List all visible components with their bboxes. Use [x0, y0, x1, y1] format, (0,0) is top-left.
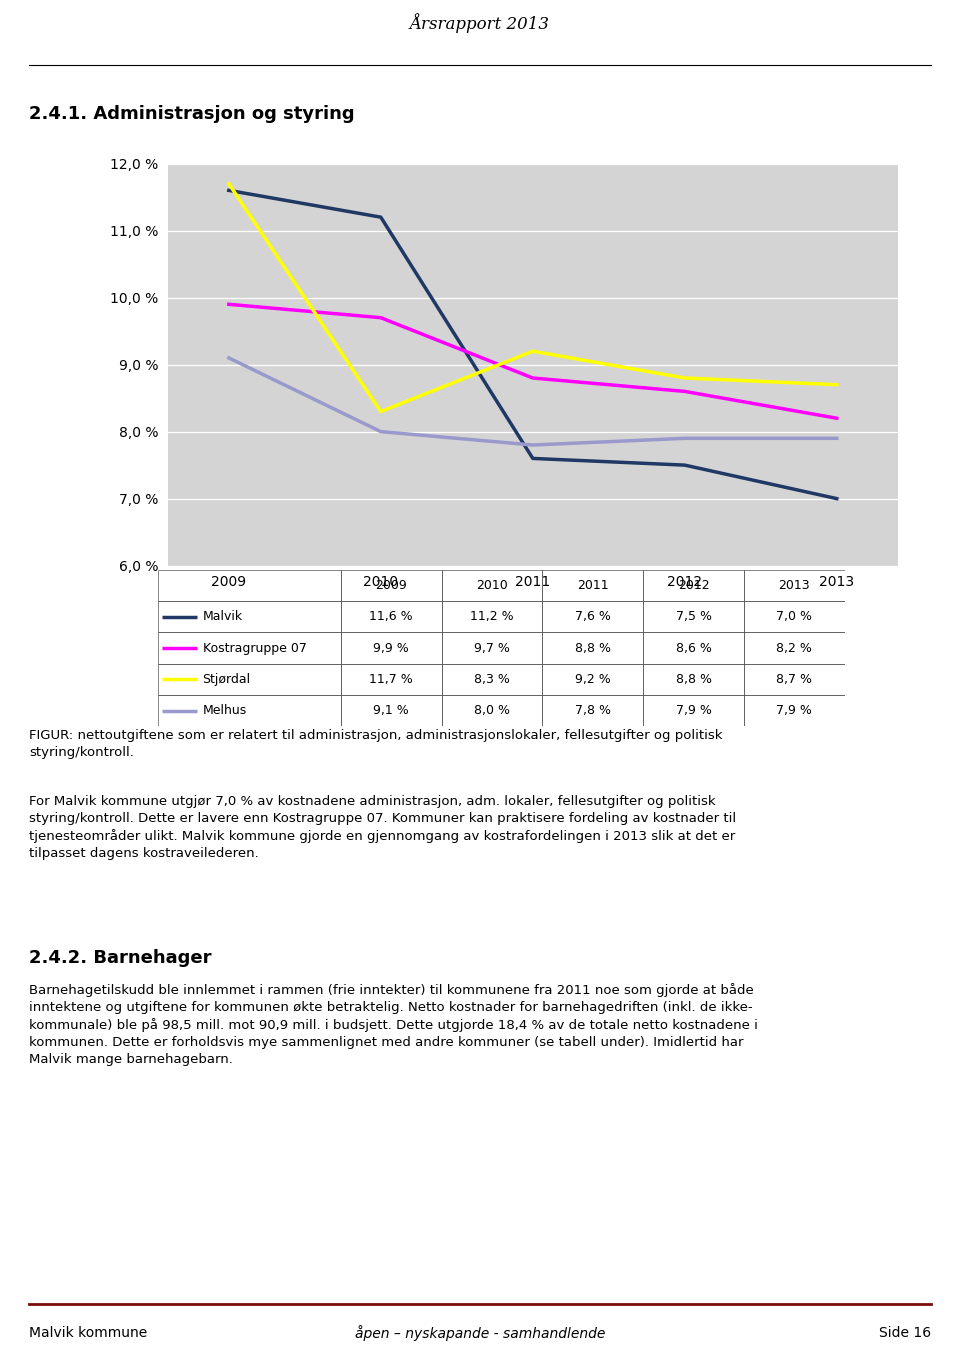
Text: 8,7 %: 8,7 % [777, 673, 812, 686]
Text: 7,9 %: 7,9 % [676, 705, 711, 717]
Text: Malvik: Malvik [203, 611, 243, 623]
Bar [744, 664, 845, 695]
Text: 9,1 %: 9,1 % [373, 705, 409, 717]
Bar [643, 664, 744, 695]
Text: Melhus: Melhus [203, 705, 247, 717]
Bar [542, 664, 643, 695]
Bar [442, 601, 542, 632]
Text: 7,5 %: 7,5 % [676, 611, 711, 623]
Bar [158, 632, 341, 664]
Bar [442, 664, 542, 695]
Text: Kostragruppe 07: Kostragruppe 07 [203, 642, 306, 654]
Text: Stjørdal: Stjørdal [203, 673, 251, 686]
Bar [744, 570, 845, 601]
Text: 2012: 2012 [678, 579, 709, 592]
Bar [341, 695, 442, 726]
Text: Side 16: Side 16 [879, 1326, 931, 1340]
Text: 2.4.1. Administrasjon og styring: 2.4.1. Administrasjon og styring [29, 105, 354, 123]
Text: Årsrapport 2013: Årsrapport 2013 [410, 14, 550, 33]
Bar [744, 695, 845, 726]
Text: 9,7 %: 9,7 % [474, 642, 510, 654]
Text: 11,2 %: 11,2 % [470, 611, 514, 623]
Text: 7,8 %: 7,8 % [575, 705, 611, 717]
Bar [744, 601, 845, 632]
Bar [643, 570, 744, 601]
Bar [158, 664, 341, 695]
Text: 9,2 %: 9,2 % [575, 673, 611, 686]
Text: 8,8 %: 8,8 % [676, 673, 711, 686]
Text: 8,3 %: 8,3 % [474, 673, 510, 686]
Bar [341, 601, 442, 632]
Text: 11,7 %: 11,7 % [370, 673, 413, 686]
Text: For Malvik kommune utgjør 7,0 % av kostnadene administrasjon, adm. lokaler, fell: For Malvik kommune utgjør 7,0 % av kostn… [29, 795, 736, 860]
Bar [744, 632, 845, 664]
Bar [542, 601, 643, 632]
Text: FIGUR: nettoutgiftene som er relatert til administrasjon, administrasjonslokaler: FIGUR: nettoutgiftene som er relatert ti… [29, 729, 722, 759]
Text: åpen – nyskapande - samhandlende: åpen – nyskapande - samhandlende [355, 1325, 605, 1341]
Text: 2011: 2011 [577, 579, 609, 592]
Bar [643, 632, 744, 664]
Text: 7,6 %: 7,6 % [575, 611, 611, 623]
Text: 2013: 2013 [779, 579, 810, 592]
Text: 2.4.2. Barnehager: 2.4.2. Barnehager [29, 950, 211, 968]
Bar [542, 695, 643, 726]
Bar [442, 632, 542, 664]
Text: 8,2 %: 8,2 % [777, 642, 812, 654]
Bar [341, 632, 442, 664]
Bar [158, 601, 341, 632]
Text: 9,9 %: 9,9 % [373, 642, 409, 654]
Text: Malvik kommune: Malvik kommune [29, 1326, 147, 1340]
Bar [442, 570, 542, 601]
Bar [542, 632, 643, 664]
Bar [442, 695, 542, 726]
Text: 2009: 2009 [375, 579, 407, 592]
Text: 11,6 %: 11,6 % [370, 611, 413, 623]
Text: 7,9 %: 7,9 % [777, 705, 812, 717]
Text: 8,6 %: 8,6 % [676, 642, 711, 654]
Bar [341, 664, 442, 695]
Text: 2010: 2010 [476, 579, 508, 592]
Text: Barnehagetilskudd ble innlemmet i rammen (frie inntekter) til kommunene fra 2011: Barnehagetilskudd ble innlemmet i rammen… [29, 983, 757, 1066]
Bar [643, 601, 744, 632]
Text: 7,0 %: 7,0 % [777, 611, 812, 623]
Bar [158, 570, 341, 601]
Text: 8,0 %: 8,0 % [474, 705, 510, 717]
Bar [158, 695, 341, 726]
Bar [341, 570, 442, 601]
Bar [643, 695, 744, 726]
Bar [542, 570, 643, 601]
Text: 8,8 %: 8,8 % [575, 642, 611, 654]
